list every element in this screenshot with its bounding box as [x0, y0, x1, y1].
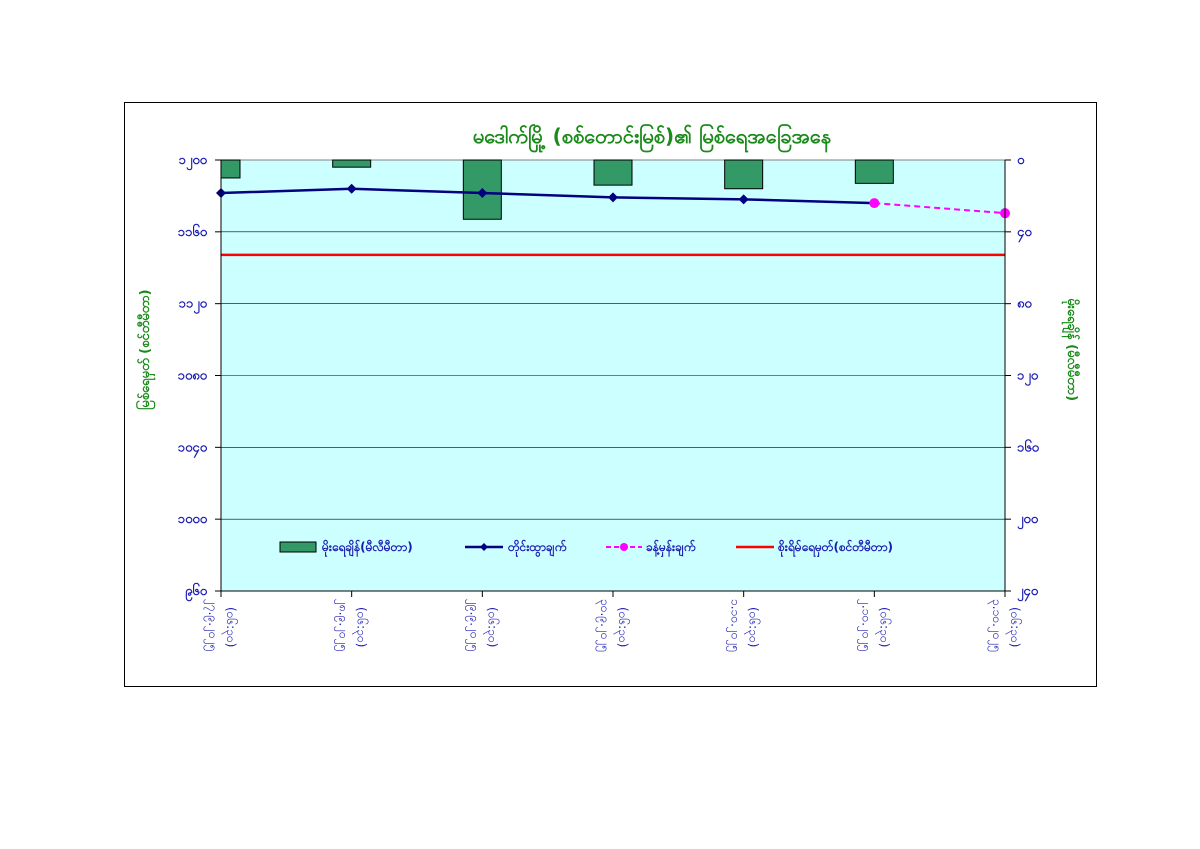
x-tick-label: ၂၉.၉.၂၀၂၅ (၀၆:၃၀): [464, 599, 500, 651]
y-right-tick-label: ၈၀: [1017, 297, 1032, 312]
x-tick-date: ၃.၁၀.၂၀၂၅: [987, 599, 1004, 652]
x-tick-label: ၃.၁၀.၂၀၂၅ (၀၆:၃၀): [987, 599, 1023, 652]
y-left-tick-label: ၁၀၀၀: [178, 512, 208, 527]
legend-label: မိုးရေချိန်(မီလီမီတာ): [321, 538, 413, 558]
y-left-tick-label: ၁၀၈၀: [178, 369, 208, 384]
x-tick-label: ၂၇.၉.၂၀၂၅ (၀၆:၃၀): [203, 599, 239, 651]
chart-frame: မဒေါက်မြို့ (စစ်တောင်းမြစ်)၏ မြစ်ရေအခြေအ…: [124, 102, 1097, 687]
rainfall-bar: [854, 159, 894, 184]
rainfall-bar: [220, 159, 241, 179]
legend-swatch-rainfall: [279, 541, 317, 553]
x-tick-label: ၃၀.၉.၂၀၂၅ (၀၆:၃၀): [595, 599, 631, 652]
x-tick-date: ၂၈.၉.၂၀၂၅: [334, 599, 351, 651]
x-tick-date: ၂.၁၀.၂၀၂၅: [856, 599, 873, 651]
measured-point: [608, 192, 618, 203]
rainfall-bar: [593, 159, 633, 186]
legend-marker-measured: [480, 543, 488, 551]
x-tick-date: ၁.၁၀.၂၀၂၅: [726, 599, 743, 652]
x-tick-label: ၂၈.၉.၂၀၂၅ (၀၆:၃၀): [334, 599, 370, 651]
rainfall-bar: [332, 159, 372, 168]
x-tick-time: (၀၆:၃၀): [1005, 607, 1023, 647]
measured-point: [738, 194, 749, 205]
x-tick-time: (၀၆:၃၀): [482, 607, 500, 647]
x-tick-date: ၂၉.၉.၂၀၂၅: [464, 599, 481, 651]
gridlines: [221, 231, 1005, 520]
legend: မိုးရေချိန်(မီလီမီတာ) တိုင်းထွာချက် ခန့်မှ…: [279, 538, 893, 558]
y-axis-left-title: မြစ်ရေမှတ် (စင်တီမီတာ): [135, 289, 156, 410]
x-tick-label: ၁.၁၀.၂၀၂၅ (၀၆:၃၀): [726, 599, 762, 652]
measured-point: [477, 188, 488, 199]
x-tick-time: (၀၆:၃၀): [744, 607, 762, 647]
y-axis-right-title: မိုးရေချိန် (မီလီမီတာ): [1061, 298, 1081, 401]
x-tick-time: (၀၆:၃၀): [613, 607, 631, 647]
forecast-point: [869, 198, 880, 209]
x-tick-label: ၂.၁၀.၂၀၂၅ (၀၆:၃၀): [856, 599, 892, 651]
y-left-tick-label: ၁၂၀၀: [179, 153, 208, 171]
y-right-tick-label: ၂၄၀: [1017, 584, 1039, 602]
x-tick-time: (၀၆:၃၀): [352, 607, 370, 647]
chart-svg: မဒေါက်မြို့ (စစ်တောင်းမြစ်)၏ မြစ်ရေအခြေအ…: [135, 123, 1081, 652]
y-left-tick-label: ၁၁၂၀: [179, 297, 208, 315]
y-right-tick-label: ၁၂၀: [1017, 369, 1039, 387]
y-right-tick-label: ၄၀: [1017, 225, 1032, 243]
y-left-tick-label: ၁၀၄၀: [178, 440, 208, 458]
legend-label: တိုင်းထွာချက်: [507, 538, 567, 558]
y-left-tick-label: ၉၆၀: [185, 582, 208, 602]
x-tick-time: (၀၆:၃၀): [874, 607, 892, 647]
legend-marker-forecast: [620, 543, 628, 551]
y-right-tick-label: ၁၆၀: [1017, 438, 1040, 455]
x-tick-date: ၂၇.၉.၂၀၂၅: [203, 599, 220, 651]
x-tick-time: (၀၆:၃၀): [221, 607, 239, 647]
legend-label: ခန့်မှန်းချက်: [646, 538, 696, 558]
rainfall-bar: [724, 159, 764, 190]
y-right-tick-label: ၀: [1017, 153, 1025, 168]
y-right-tick-label: ၂၀၀: [1017, 512, 1039, 530]
chart-title: မဒေါက်မြို့ (စစ်တောင်းမြစ်)၏ မြစ်ရေအခြေအ…: [473, 123, 831, 153]
legend-label: စိုးရိမ်ရေမှတ်(စင်တီမီတာ): [777, 538, 893, 558]
x-tick-date: ၃၀.၉.၂၀၂၅: [595, 599, 612, 652]
measured-line: [220, 187, 875, 205]
measured-point: [346, 183, 357, 194]
y-left-tick-label: ၁၁၆၀: [178, 223, 208, 240]
forecast-line: [874, 202, 1006, 215]
water-level-lines: [216, 183, 1010, 257]
